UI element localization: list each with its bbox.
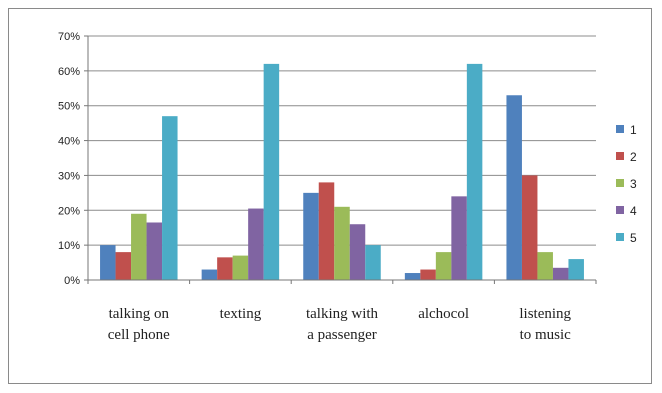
legend-swatch-1 xyxy=(616,125,624,133)
legend-swatch-3 xyxy=(616,179,624,187)
y-axis-ticks: 0% 10% 20% 30% 40% 50% 60% 70% xyxy=(58,31,88,287)
bar-series-3-cat-2 xyxy=(232,255,249,280)
x-category-label: talking on cell phone xyxy=(108,306,170,343)
legend-label-5: 5 xyxy=(630,231,637,245)
bar-series-2-cat-2 xyxy=(217,257,233,280)
legend-label-3: 3 xyxy=(630,177,637,191)
legend-swatch-4 xyxy=(616,206,624,214)
bar-series-3-cat-1 xyxy=(131,213,147,280)
legend-label-1: 1 xyxy=(630,123,637,137)
legend-swatch-5 xyxy=(616,233,624,241)
y-tick-label: 40% xyxy=(58,136,80,148)
bar-series-4-cat-3 xyxy=(349,224,366,280)
bar-series-4-cat-2 xyxy=(248,208,264,280)
bar-series-4-cat-4 xyxy=(451,196,467,280)
x-category-label: alchocol xyxy=(418,306,469,322)
bar-series-3-cat-4 xyxy=(435,252,452,280)
y-tick-label: 60% xyxy=(58,66,80,78)
legend-swatch-2 xyxy=(616,152,624,160)
bar-series-2-cat-4 xyxy=(420,269,436,280)
bar-series-3-cat-5 xyxy=(537,252,553,280)
bar-series-1-cat-3 xyxy=(303,192,319,280)
bar-series-5-cat-5 xyxy=(568,259,584,280)
x-axis-categories: talking on cell phone texting talking with a… xyxy=(108,306,572,343)
bar-series-5-cat-4 xyxy=(466,63,483,281)
y-tick-label: 20% xyxy=(58,205,80,217)
bar-series-1-cat-1 xyxy=(100,245,116,280)
legend: 1 2 3 4 5 xyxy=(616,123,637,245)
bars xyxy=(100,63,584,281)
y-tick-label: 30% xyxy=(58,170,80,182)
bar-series-2-cat-1 xyxy=(115,252,132,280)
bar-series-1-cat-2 xyxy=(201,269,218,280)
bar-series-1-cat-4 xyxy=(404,273,421,280)
x-category-label: listening to music xyxy=(519,306,571,343)
bar-series-2-cat-5 xyxy=(521,175,538,280)
bar-series-5-cat-1 xyxy=(162,116,178,281)
bar-series-4-cat-5 xyxy=(552,267,569,280)
x-category-label: talking with a passenger xyxy=(306,306,379,343)
bar-series-5-cat-2 xyxy=(263,63,280,281)
bar-series-4-cat-1 xyxy=(146,222,163,280)
y-tick-label: 0% xyxy=(64,275,80,287)
legend-label-2: 2 xyxy=(630,150,637,164)
legend-label-4: 4 xyxy=(630,204,637,218)
bar-series-3-cat-3 xyxy=(334,206,350,280)
y-tick-label: 10% xyxy=(58,240,80,252)
y-tick-label: 70% xyxy=(58,31,80,43)
bar-series-1-cat-5 xyxy=(506,95,522,280)
bar-series-2-cat-3 xyxy=(318,182,335,280)
y-tick-label: 50% xyxy=(58,101,80,113)
x-category-label: texting xyxy=(220,306,262,322)
axes xyxy=(87,36,597,284)
bar-series-5-cat-3 xyxy=(365,245,381,280)
